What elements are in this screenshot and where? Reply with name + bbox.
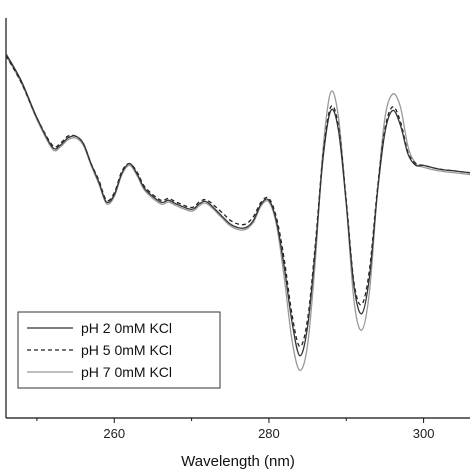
series-line-pH2 [5,53,471,357]
legend-entry-pH7: pH 7 0mM KCl [27,364,172,380]
legend-label-pH7: pH 7 0mM KCl [81,364,172,380]
series-line-pH5 [5,55,471,348]
legend-box [17,311,221,389]
legend: pH 2 0mM KCl pH 5 0mM KCl pH 7 0mM KCl [17,311,221,389]
plot-frame [5,18,470,419]
x-axis-title: Wavelength (nm) [181,453,295,470]
legend-label-pH5: pH 5 0mM KCl [81,342,172,358]
legend-label-pH2: pH 2 0mM KCl [81,320,172,336]
series-line-pH7 [5,55,471,372]
x-axis-tick-labels: 260 280 300 [103,426,434,441]
series-layer [5,53,471,372]
x-tick-label-280: 280 [258,426,280,441]
x-tick-label-300: 300 [413,426,435,441]
x-axis-ticks [36,418,425,423]
legend-entry-pH5: pH 5 0mM KCl [27,342,172,358]
legend-entry-pH2: pH 2 0mM KCl [27,320,172,336]
x-tick-label-260: 260 [103,426,125,441]
